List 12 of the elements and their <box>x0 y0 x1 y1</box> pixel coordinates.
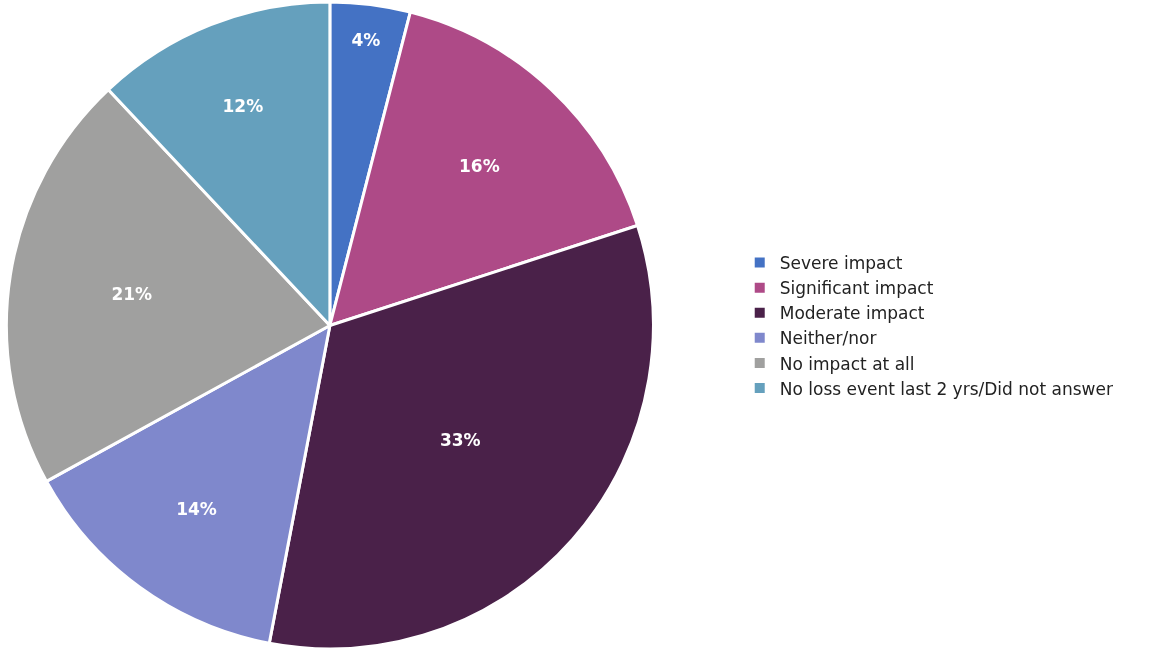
data-label: 12% <box>222 95 264 116</box>
data-label: 4% <box>351 30 381 51</box>
legend-label: No loss event last 2 yrs/Did not answer <box>779 378 1113 399</box>
legend-label: No impact at all <box>779 353 915 374</box>
data-label: 14% <box>176 499 217 520</box>
data-label: 21% <box>111 284 153 305</box>
legend-label: Significant impact <box>779 278 934 299</box>
legend-label: Moderate impact <box>779 303 925 324</box>
legend-label: Severe impact <box>779 253 903 274</box>
data-label: 33% <box>439 430 481 451</box>
legend-label: Neither/nor <box>779 328 877 349</box>
data-label: 16% <box>458 156 500 177</box>
